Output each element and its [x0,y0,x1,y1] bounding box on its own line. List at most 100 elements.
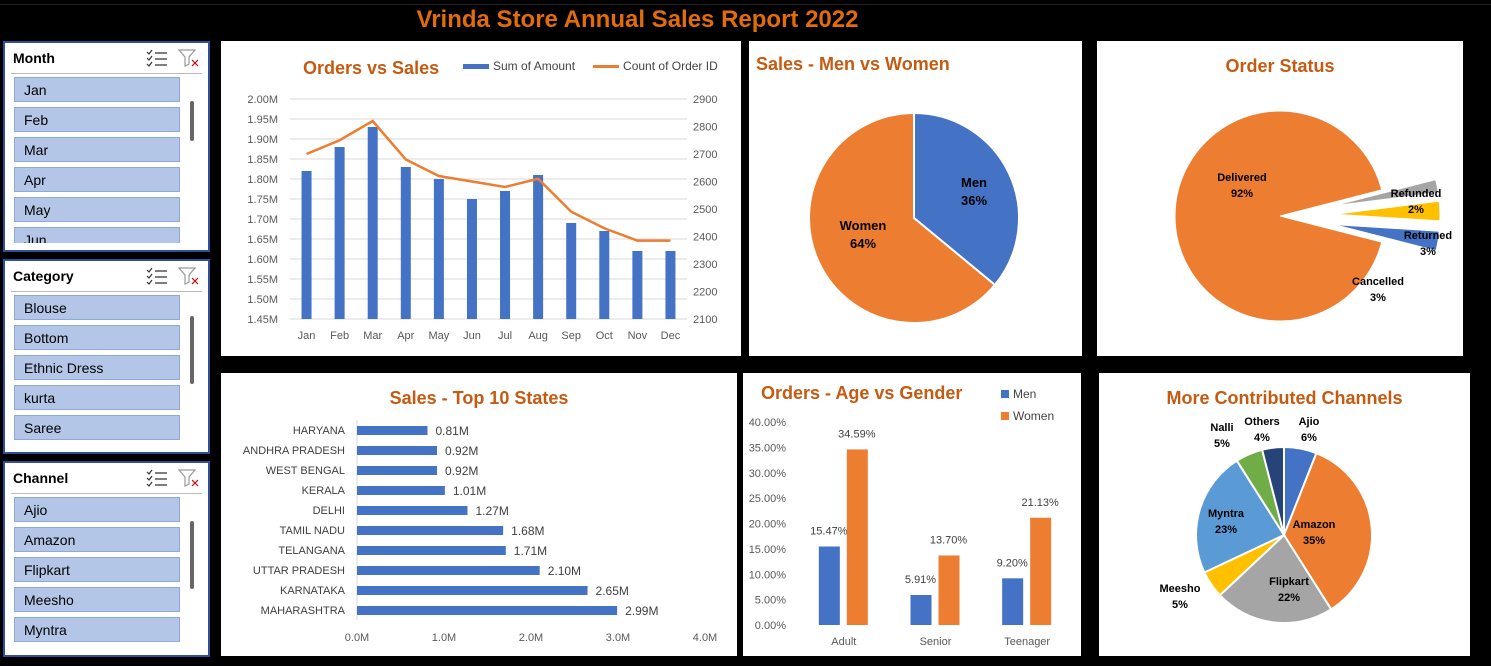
bar-data-label: 5.91% [905,574,936,586]
slice-label: Meesho [1160,583,1201,595]
slicer-item-amazon[interactable]: Amazon [14,527,180,552]
slicer-item-blouse[interactable]: Blouse [14,295,180,320]
bar-data-label: 1.27M [475,504,508,518]
slicer-item-feb[interactable]: Feb [14,107,180,132]
slicer-item-saree[interactable]: Saree [14,415,180,440]
slicer-item-meesho[interactable]: Meesho [14,587,180,612]
bar-state [357,506,468,515]
top-states-chart[interactable]: Sales - Top 10 States 0.0M 1.0M 2.0M 3.0M 4.… [221,373,737,656]
slice-percent: 36% [961,193,987,208]
x-tick-label: Jan [298,330,316,342]
slicer-item-jun[interactable]: Jun [14,227,180,243]
multi-select-icon[interactable] [146,267,168,285]
slicer-item-apr[interactable]: Apr [14,167,180,192]
slicer-item-myntra[interactable]: Myntra [14,617,180,642]
bar-women [846,449,868,625]
scrollbar-thumb[interactable] [190,521,194,589]
bar-state [357,546,506,555]
y2-tick-label: 2700 [693,149,717,161]
slice-percent: 64% [850,236,876,251]
bar-sum-of-amount [400,167,411,319]
y-tick-label: 25.00% [749,493,787,505]
slicer-item-bottom[interactable]: Bottom [14,325,180,350]
slice-label: Flipkart [1269,576,1309,588]
slice-label: Returned [1404,230,1452,242]
bar-sum-of-amount [466,199,477,319]
bar-sum-of-amount [566,223,577,319]
clear-filter-icon[interactable] [178,267,200,285]
pie-slice-refunded [1333,178,1439,207]
orders-vs-sales-plot: 1.45M 1.50M 1.55M 1.60M 1.65M 1.70M 1.75M 1.80M… [247,94,717,342]
slice-percent: 5% [1214,438,1230,450]
bar-sum-of-amount [665,251,676,319]
y-tick-label: 1.95M [247,114,278,126]
x-tick-label: 4.0M [693,632,717,644]
y-tick-label: 1.75M [247,194,278,206]
x-tick-label: Oct [596,330,613,342]
y2-tick-label: 2900 [693,94,717,106]
bar-data-label: 13.70% [930,534,968,546]
category-slicer[interactable]: Category Blouse Bottom Ethnic Dress kurt… [3,259,210,454]
bar-data-label: 9.20% [997,557,1028,569]
bar-sum-of-amount [301,171,312,319]
y2-tick-label: 2800 [693,122,717,134]
x-tick-label: Nov [628,330,648,342]
multi-select-icon[interactable] [146,469,168,487]
x-tick-label: Senior [920,636,952,648]
orders-vs-sales-chart[interactable]: Orders vs Sales Sum of Amount Count of O… [221,41,741,356]
slicer-item-ajio[interactable]: Ajio [14,497,180,522]
bar-sum-of-amount [433,179,444,319]
slicer-list: Jan Feb Mar Apr May Jun [14,77,180,243]
y-tick-label: 30.00% [749,468,787,480]
multi-select-icon[interactable] [146,49,168,67]
month-slicer[interactable]: Month Jan Feb Mar Apr May Jun [3,41,210,252]
y2-tick-label: 2500 [693,204,717,216]
state-label: KERALA [302,485,346,497]
legend-label: Women [1013,409,1055,423]
slice-label: Others [1244,416,1279,428]
channels-plot: Ajio 6% Amazon 35% Flipkart 22% Meesho 5% Myntra… [1160,416,1373,624]
state-label: DELHI [313,505,345,517]
legend-swatch-women [1001,412,1009,420]
slice-percent: 22% [1278,592,1300,604]
slice-percent: 3% [1420,246,1436,258]
legend-swatch-bar [463,63,489,69]
slicer-divider [11,73,202,74]
x-tick-label: Adult [831,636,856,648]
bar-state [357,586,588,595]
slicer-header: Category [5,261,208,291]
slicer-title: Category [13,268,74,284]
y-tick-label: 20.00% [749,519,787,531]
pie-slice-amazon [1282,451,1373,611]
bar-data-label: 0.81M [435,424,468,438]
slicer-item-may[interactable]: May [14,197,180,222]
y-tick-label: 5.00% [755,595,786,607]
channels-chart[interactable]: More Contributed Channels Ajio 6% Amazon 35… [1099,373,1470,656]
slicer-title: Month [13,50,55,66]
order-status-chart[interactable]: Order Status Delivered 92% Refunded 2% Retur… [1097,41,1463,356]
bar-state [357,466,438,475]
slicer-item-kurta[interactable]: kurta [14,385,180,410]
slice-label: Myntra [1208,508,1245,520]
bar-sum-of-amount [334,147,345,319]
clear-filter-icon[interactable] [178,469,200,487]
slicer-divider [11,493,202,494]
slicer-item-mar[interactable]: Mar [14,137,180,162]
slicer-item-jan[interactable]: Jan [14,77,180,102]
channel-slicer[interactable]: Channel Ajio Amazon Flipkart Meesho Mynt… [3,461,210,657]
age-gender-chart[interactable]: Orders - Age vs Gender Men Women 0.00% 5.… [743,373,1081,656]
bar-sum-of-amount [533,175,544,319]
slicer-item-ethnic-dress[interactable]: Ethnic Dress [14,355,180,380]
men-vs-women-chart[interactable]: Sales - Men vs Women Men 36% Women 64% [749,41,1082,356]
y2-tick-label: 2100 [693,314,717,326]
clear-filter-icon[interactable] [178,49,200,67]
y-tick-label: 0.00% [755,620,786,632]
slicer-item-flipkart[interactable]: Flipkart [14,557,180,582]
order-status-plot: Delivered 92% Refunded 2% Returned 3% Cancelle… [1174,110,1452,322]
state-label: ANDHRA PRADESH [243,445,345,457]
scrollbar-thumb[interactable] [190,101,194,141]
pie-slice-delivered [1174,110,1383,322]
bar-data-label: 2.99M [625,604,658,618]
scrollbar-thumb[interactable] [190,316,194,384]
bar-data-label: 1.68M [511,524,544,538]
